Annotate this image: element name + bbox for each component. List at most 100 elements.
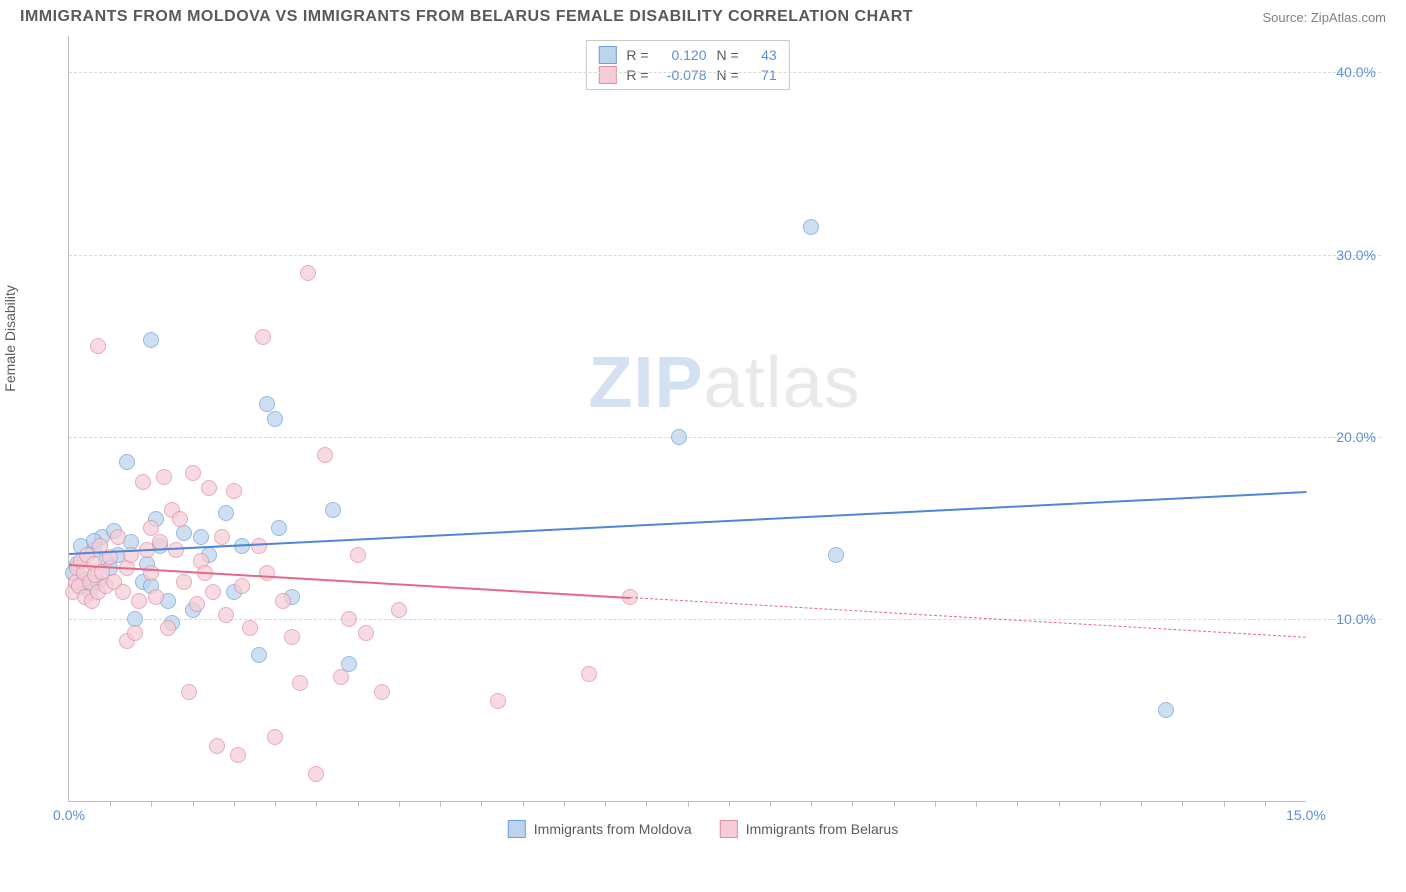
trend-line-extrapolated <box>630 597 1306 638</box>
x-tick-mark <box>316 801 317 807</box>
data-point <box>325 502 341 518</box>
data-point <box>214 529 230 545</box>
gridline <box>69 437 1381 438</box>
data-point <box>193 529 209 545</box>
x-tick-mark <box>151 801 152 807</box>
x-tick-mark <box>688 801 689 807</box>
x-tick-mark <box>811 801 812 807</box>
data-point <box>251 538 267 554</box>
data-point <box>218 607 234 623</box>
data-point <box>181 684 197 700</box>
r-value: -0.078 <box>659 67 707 83</box>
chart-container: Female Disability ZIPatlas R = 0.120 N =… <box>20 32 1386 842</box>
plot-area: ZIPatlas R = 0.120 N = 43 R = -0.078 N =… <box>68 36 1306 802</box>
x-tick-mark <box>852 801 853 807</box>
data-point <box>271 520 287 536</box>
r-value: 0.120 <box>659 47 707 63</box>
x-tick-mark <box>1265 801 1266 807</box>
x-tick-mark <box>358 801 359 807</box>
chart-source: Source: ZipAtlas.com <box>1262 10 1386 25</box>
x-tick-mark <box>1224 801 1225 807</box>
swatch-icon <box>598 66 616 84</box>
stats-legend: R = 0.120 N = 43 R = -0.078 N = 71 <box>585 40 789 90</box>
data-point <box>671 429 687 445</box>
x-tick-label: 15.0% <box>1286 807 1326 823</box>
x-tick-mark <box>646 801 647 807</box>
legend-label: Immigrants from Belarus <box>746 821 898 837</box>
x-tick-mark <box>481 801 482 807</box>
data-point <box>308 766 324 782</box>
data-point <box>119 454 135 470</box>
gridline <box>69 255 1381 256</box>
x-tick-mark <box>894 801 895 807</box>
data-point <box>205 584 221 600</box>
data-point <box>135 474 151 490</box>
data-point <box>333 669 349 685</box>
data-point <box>226 483 242 499</box>
data-point <box>317 447 333 463</box>
data-point <box>300 265 316 281</box>
data-point <box>358 625 374 641</box>
legend-item: Immigrants from Belarus <box>720 820 898 838</box>
y-tick-label: 20.0% <box>1336 429 1376 445</box>
data-point <box>490 693 506 709</box>
swatch-icon <box>508 820 526 838</box>
x-tick-mark <box>770 801 771 807</box>
x-tick-label: 0.0% <box>53 807 85 823</box>
trend-line <box>69 491 1306 555</box>
data-point <box>189 596 205 612</box>
y-tick-label: 40.0% <box>1336 64 1376 80</box>
watermark-prefix: ZIP <box>589 343 704 423</box>
data-point <box>90 338 106 354</box>
x-tick-mark <box>440 801 441 807</box>
x-tick-mark <box>1059 801 1060 807</box>
x-tick-mark <box>275 801 276 807</box>
x-tick-mark <box>935 801 936 807</box>
x-tick-mark <box>523 801 524 807</box>
data-point <box>127 625 143 641</box>
n-value: 43 <box>749 47 777 63</box>
data-point <box>259 396 275 412</box>
x-tick-mark <box>729 801 730 807</box>
data-point <box>185 465 201 481</box>
x-tick-mark <box>564 801 565 807</box>
data-point <box>201 480 217 496</box>
y-tick-label: 30.0% <box>1336 247 1376 263</box>
data-point <box>176 525 192 541</box>
x-tick-mark <box>399 801 400 807</box>
swatch-icon <box>598 46 616 64</box>
x-tick-mark <box>1100 801 1101 807</box>
watermark-suffix: atlas <box>704 343 861 423</box>
data-point <box>251 647 267 663</box>
data-point <box>267 729 283 745</box>
x-tick-mark <box>976 801 977 807</box>
data-point <box>176 574 192 590</box>
data-point <box>267 411 283 427</box>
n-value: 71 <box>749 67 777 83</box>
x-tick-mark <box>234 801 235 807</box>
data-point <box>803 219 819 235</box>
watermark: ZIPatlas <box>589 342 861 424</box>
data-point <box>115 584 131 600</box>
x-tick-mark <box>605 801 606 807</box>
data-point <box>156 469 172 485</box>
data-point <box>374 684 390 700</box>
data-point <box>230 747 246 763</box>
data-point <box>341 611 357 627</box>
data-point <box>242 620 258 636</box>
x-tick-mark <box>1182 801 1183 807</box>
x-tick-mark <box>110 801 111 807</box>
data-point <box>209 738 225 754</box>
data-point <box>143 520 159 536</box>
data-point <box>581 666 597 682</box>
y-tick-label: 10.0% <box>1336 611 1376 627</box>
chart-title: IMMIGRANTS FROM MOLDOVA VS IMMIGRANTS FR… <box>20 8 913 26</box>
legend-label: Immigrants from Moldova <box>534 821 692 837</box>
data-point <box>131 593 147 609</box>
n-label: N = <box>717 47 739 63</box>
data-point <box>275 593 291 609</box>
n-label: N = <box>717 67 739 83</box>
data-point <box>1158 702 1174 718</box>
data-point <box>259 565 275 581</box>
data-point <box>292 675 308 691</box>
